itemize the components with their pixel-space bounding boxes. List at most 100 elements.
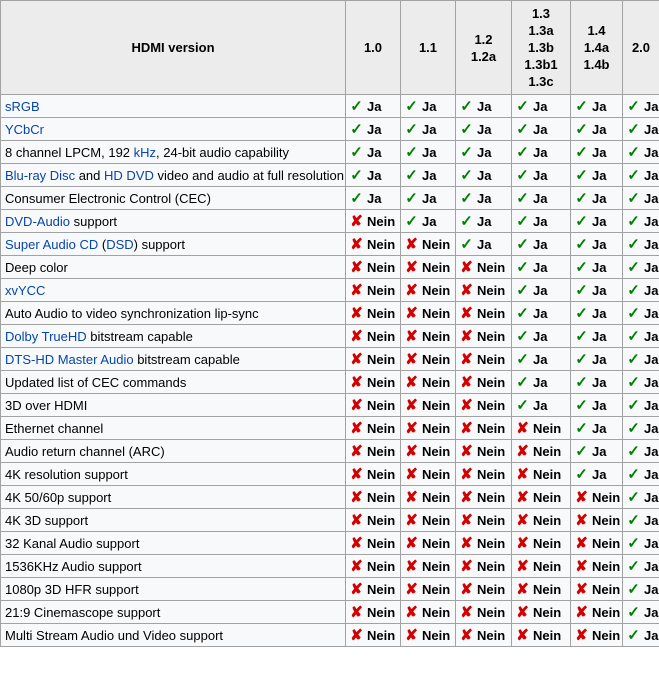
support-value-cell: ✓ Ja xyxy=(622,255,659,279)
cross-icon: ✘ xyxy=(460,489,473,506)
support-value-cell: ✘ Nein xyxy=(455,439,512,463)
support-value-label: Nein xyxy=(367,605,396,620)
support-value-label: Nein xyxy=(422,260,451,275)
check-icon: ✓ xyxy=(575,466,588,483)
support-value-label: Ja xyxy=(533,306,548,321)
support-value-label: Nein xyxy=(367,260,396,275)
feature-text: and xyxy=(75,167,104,183)
feature-text: Multi Stream Audio und Video support xyxy=(5,627,224,643)
feature-link[interactable]: Super Audio CD xyxy=(5,236,99,252)
support-value-cell: ✘ Nein xyxy=(400,393,456,417)
check-icon: ✓ xyxy=(516,328,529,345)
check-icon: ✓ xyxy=(405,213,418,230)
cross-icon: ✘ xyxy=(460,420,473,437)
support-value-label: Nein xyxy=(477,375,506,390)
support-value-label: Nein xyxy=(592,605,621,620)
feature-link[interactable]: HD DVD xyxy=(104,167,154,183)
table-row: DTS-HD Master Audio bitstream capable ✘ Ne… xyxy=(0,347,659,371)
feature-link[interactable]: kHz xyxy=(133,144,157,160)
support-value-label: Nein xyxy=(477,490,506,505)
support-value-label: Nein xyxy=(477,283,506,298)
table-row: Ethernet channel ✘ Nein ✘ Nein ✘ Nein ✘ Nein ✓ Ja ✓… xyxy=(0,416,659,440)
support-value-label: Nein xyxy=(422,237,451,252)
feature-cell: Audio return channel (ARC) xyxy=(0,439,346,463)
feature-link[interactable]: xvYCC xyxy=(5,282,46,298)
support-value-cell: ✓ Ja xyxy=(400,186,456,210)
check-icon: ✓ xyxy=(405,190,418,207)
check-icon: ✓ xyxy=(627,535,640,552)
table-row: xvYCC ✘ Nein ✘ Nein ✘ Nein ✓ Ja ✓ Ja ✓ Ja xyxy=(0,278,659,302)
support-value-label: Nein xyxy=(367,444,396,459)
feature-link[interactable]: Dolby TrueHD xyxy=(5,328,87,344)
support-value-label: Ja xyxy=(533,352,548,367)
feature-link[interactable]: Blu-ray Disc xyxy=(5,167,76,183)
support-value-label: Nein xyxy=(367,490,396,505)
cross-icon: ✘ xyxy=(460,558,473,575)
support-value-label: Nein xyxy=(477,398,506,413)
support-value-label: Nein xyxy=(422,306,451,321)
support-value-cell: ✓ Ja xyxy=(622,324,659,348)
support-value-cell: ✘ Nein xyxy=(511,439,571,463)
check-icon: ✓ xyxy=(627,512,640,529)
support-value-cell: ✓ Ja xyxy=(511,232,571,256)
table-row: YCbCr ✓ Ja ✓ Ja ✓ Ja ✓ Ja ✓ Ja ✓ Ja xyxy=(0,117,659,141)
support-value-cell: ✘ Nein xyxy=(400,347,456,371)
support-value-cell: ✘ Nein xyxy=(345,347,401,371)
support-value-label: Nein xyxy=(477,536,506,551)
support-value-label: Nein xyxy=(533,605,562,620)
cross-icon: ✘ xyxy=(350,305,363,322)
support-value-cell: ✘ Nein xyxy=(400,255,456,279)
support-value-cell: ✘ Nein xyxy=(345,508,401,532)
support-value-cell: ✓ Ja xyxy=(345,163,401,187)
support-value-label: Nein xyxy=(477,628,506,643)
cross-icon: ✘ xyxy=(460,443,473,460)
check-icon: ✓ xyxy=(627,144,640,161)
support-value-label: Ja xyxy=(533,398,548,413)
feature-cell: Deep color xyxy=(0,255,346,279)
feature-cell: Ethernet channel xyxy=(0,416,346,440)
support-value-cell: ✓ Ja xyxy=(570,186,623,210)
support-value-label: Nein xyxy=(533,628,562,643)
support-value-cell: ✘ Nein xyxy=(345,416,401,440)
support-value-cell: ✓ Ja xyxy=(570,416,623,440)
support-value-label: Ja xyxy=(422,191,437,206)
cross-icon: ✘ xyxy=(405,489,418,506)
support-value-label: Nein xyxy=(592,559,621,574)
feature-link[interactable]: DSD xyxy=(106,236,134,252)
version-label: 1.3 xyxy=(531,6,551,21)
support-value-cell: ✘ Nein xyxy=(400,531,456,555)
support-value-label: Ja xyxy=(592,122,607,137)
hdmi-version-comparison-table: HDMI version 1.0 1.1 1.2 1.2a 1.3 1.3a 1.3b 1.3… xyxy=(0,0,659,647)
feature-link[interactable]: YCbCr xyxy=(5,121,45,137)
feature-text: ) support xyxy=(133,236,185,252)
support-value-cell: ✘ Nein xyxy=(400,508,456,532)
cross-icon: ✘ xyxy=(350,443,363,460)
support-value-cell: ✓ Ja xyxy=(511,347,571,371)
version-column-header: 1.4 1.4a 1.4b xyxy=(570,0,623,95)
cross-icon: ✘ xyxy=(350,581,363,598)
support-value-label: Ja xyxy=(644,122,659,137)
feature-link[interactable]: DVD-Audio xyxy=(5,213,71,229)
support-value-cell: ✘ Nein xyxy=(345,531,401,555)
support-value-label: Ja xyxy=(533,237,548,252)
support-value-cell: ✘ Nein xyxy=(570,485,623,509)
support-value-label: Ja xyxy=(644,329,659,344)
table-row: Multi Stream Audio und Video support ✘ Nei… xyxy=(0,623,659,647)
support-value-cell: ✓ Ja xyxy=(622,209,659,233)
support-value-label: Ja xyxy=(533,214,548,229)
check-icon: ✓ xyxy=(575,443,588,460)
cross-icon: ✘ xyxy=(575,558,588,575)
feature-link[interactable]: DTS-HD Master Audio xyxy=(5,351,134,367)
support-value-label: Nein xyxy=(533,467,562,482)
cross-icon: ✘ xyxy=(575,604,588,621)
feature-link[interactable]: sRGB xyxy=(5,98,40,114)
cross-icon: ✘ xyxy=(460,328,473,345)
cross-icon: ✘ xyxy=(405,420,418,437)
cross-icon: ✘ xyxy=(575,489,588,506)
check-icon: ✓ xyxy=(350,190,363,207)
support-value-label: Nein xyxy=(533,421,562,436)
support-value-label: Nein xyxy=(477,329,506,344)
support-value-cell: ✓ Ja xyxy=(622,600,659,624)
support-value-label: Ja xyxy=(644,306,659,321)
support-value-cell: ✓ Ja xyxy=(511,186,571,210)
